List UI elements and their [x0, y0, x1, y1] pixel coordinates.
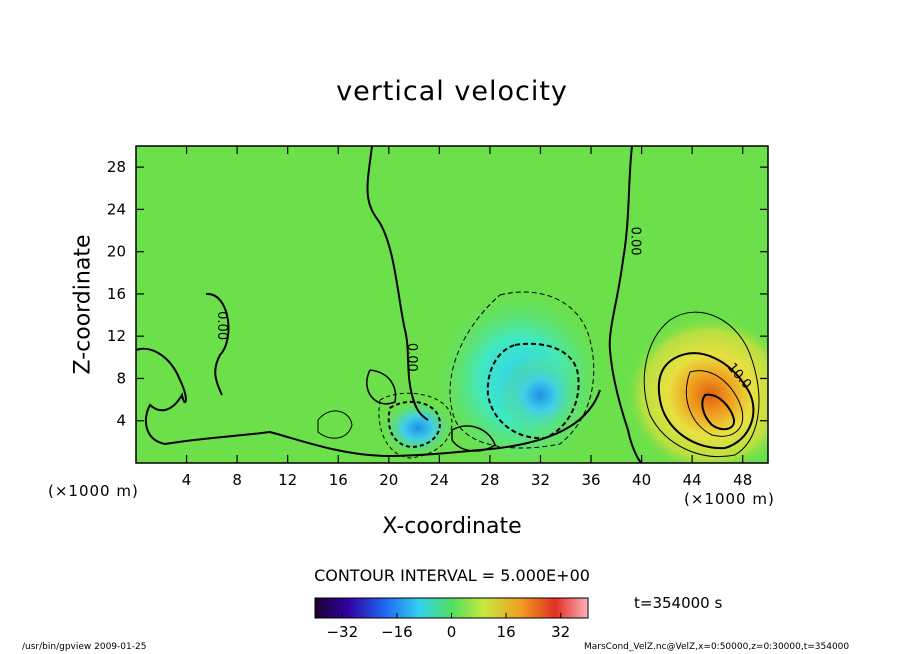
y-axis-label: Z-coordinate [70, 234, 96, 375]
x-unit-label-left: (×1000 m) [48, 482, 139, 500]
x-tick-label: 24 [430, 471, 449, 489]
x-tick-label: 36 [581, 471, 600, 489]
x-unit-label-right: (×1000 m) [684, 490, 775, 508]
y-tick-label: 8 [116, 369, 126, 387]
contour-label: 0.00 [214, 311, 229, 340]
y-tick-label: 28 [107, 158, 126, 176]
colorbar-tick-label: 0 [447, 623, 457, 641]
y-tick-label: 24 [107, 200, 126, 218]
x-tick-label: 20 [379, 471, 398, 489]
y-tick-label: 4 [116, 412, 126, 430]
colorbar-axis: −32 −16 0 16 32 [326, 613, 570, 641]
chart-title: vertical velocity [336, 76, 568, 107]
footer-right: MarsCond_VelZ.nc@VelZ,x=0:50000,z=0:3000… [584, 642, 850, 652]
x-tick-label: 28 [480, 471, 499, 489]
time-label: t=354000 s [634, 594, 723, 612]
x-axis: 4 8 12 16 20 24 28 32 36 40 44 48 [182, 146, 752, 489]
footer-left: /usr/bin/gpview 2009-01-25 [22, 642, 147, 652]
colorbar-tick-label: −32 [326, 623, 358, 641]
colorbar-tick-label: 16 [497, 623, 516, 641]
x-tick-label: 32 [531, 471, 550, 489]
x-tick-label: 16 [329, 471, 348, 489]
x-axis-label: X-coordinate [382, 514, 522, 539]
y-tick-label: 16 [107, 285, 126, 303]
y-axis: 4 8 12 16 20 24 28 [107, 158, 768, 430]
contour-label: 0.00 [627, 227, 642, 256]
x-tick-label: 4 [182, 471, 192, 489]
colorbar-tick-label: 32 [551, 623, 570, 641]
colorbar-tick-label: −16 [381, 623, 413, 641]
x-tick-label: 44 [683, 471, 702, 489]
x-tick-label: 48 [733, 471, 752, 489]
x-tick-label: 12 [278, 471, 297, 489]
x-tick-label: 8 [232, 471, 242, 489]
y-tick-label: 12 [107, 327, 126, 345]
y-tick-label: 20 [107, 243, 126, 261]
contour-label: 0.00 [404, 343, 419, 372]
downdraft-core [500, 355, 580, 435]
contour-interval-text: CONTOUR INTERVAL = 5.000E+00 [314, 566, 590, 585]
plot-frame [135, 145, 769, 464]
x-tick-label: 40 [632, 471, 651, 489]
contour-lines [136, 146, 760, 463]
